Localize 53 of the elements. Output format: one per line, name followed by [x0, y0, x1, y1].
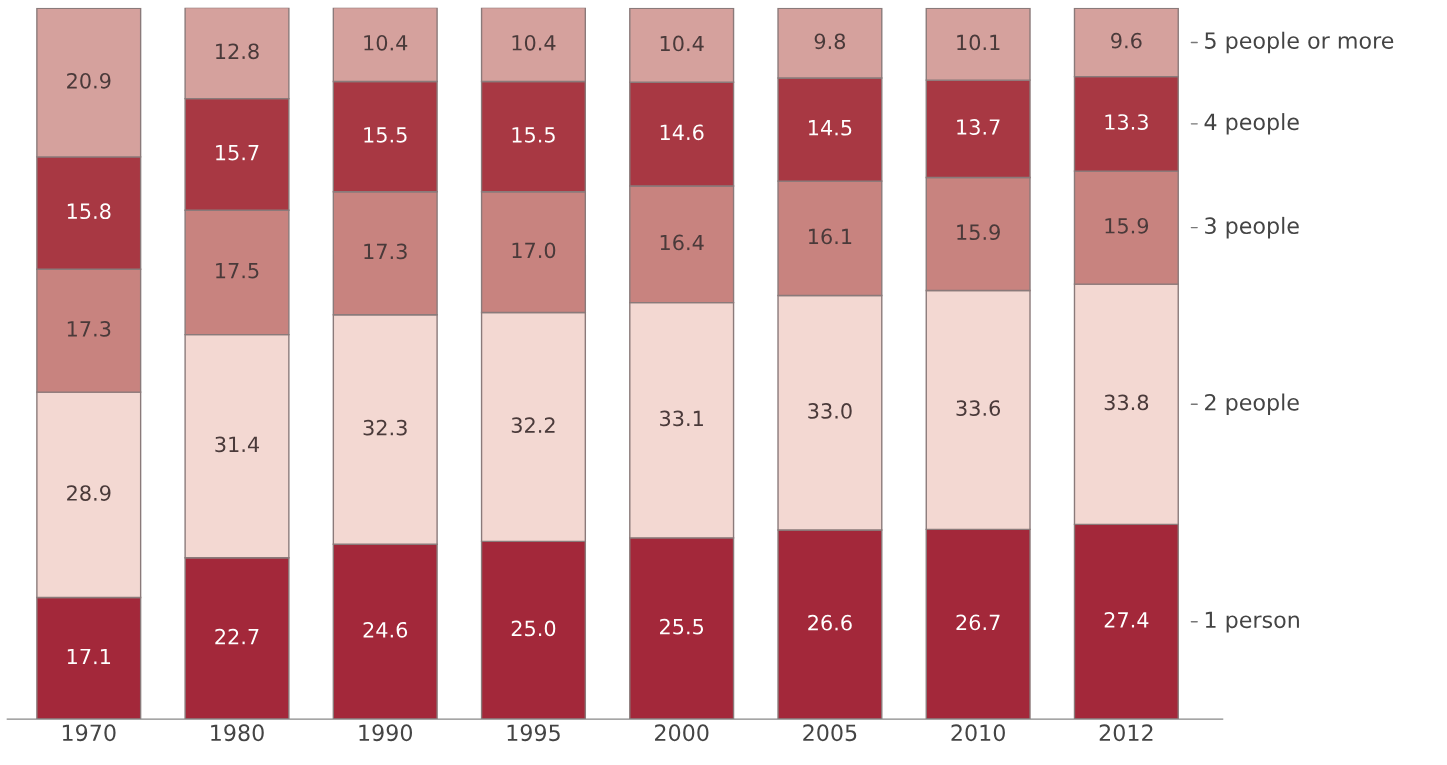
series-label: 1 person: [1205, 611, 1299, 633]
data-label: 15.5: [512, 127, 555, 143]
data-label: 25.5: [660, 618, 704, 635]
data-label: 13.7: [957, 119, 1000, 135]
data-label: 15.5: [364, 127, 407, 143]
data-label: 10.4: [660, 35, 704, 52]
series-label: 4 people: [1204, 113, 1299, 135]
data-label: 15.7: [216, 144, 259, 161]
data-label: 14.6: [660, 124, 704, 141]
data-label: 25.0: [511, 620, 556, 637]
data-label: 33.6: [956, 400, 1001, 416]
data-label: 10.4: [512, 34, 556, 51]
data-label: 12.8: [216, 43, 259, 60]
data-label: 24.6: [363, 621, 408, 638]
data-label: 33.1: [660, 410, 703, 427]
data-label: 10.1: [957, 34, 1000, 51]
data-label: 13.3: [1105, 114, 1148, 130]
data-label: 9.6: [1111, 32, 1142, 49]
series-label: 5 people or more: [1205, 31, 1394, 54]
x-tick-label: 1995: [507, 724, 560, 742]
data-label: 14.5: [809, 120, 852, 136]
x-tick-label: 2012: [1099, 724, 1153, 742]
data-label: 15.9: [1105, 217, 1149, 234]
x-tick-label: 1980: [211, 724, 264, 742]
series-label: 3 people: [1205, 216, 1299, 239]
data-label: 27.4: [1104, 612, 1149, 628]
series-label: 2 people: [1205, 393, 1299, 415]
data-label: 33.0: [808, 403, 852, 419]
data-label: 20.9: [67, 72, 111, 89]
data-label: 17.3: [67, 320, 111, 337]
data-label: 17.3: [364, 243, 407, 260]
data-label: 32.3: [363, 419, 407, 436]
data-label: 22.7: [215, 628, 259, 645]
data-label: 32.2: [511, 417, 555, 434]
x-tick-label: 2000: [655, 724, 709, 742]
data-label: 17.1: [67, 648, 111, 665]
data-label: 16.1: [809, 228, 852, 245]
data-label: 10.4: [364, 34, 408, 51]
x-tick-label: 1970: [62, 724, 116, 742]
x-tick-label: 1990: [359, 724, 413, 742]
data-label: 26.6: [808, 614, 852, 631]
data-label: 15.9: [957, 224, 1000, 241]
data-label: 26.7: [956, 614, 1000, 631]
data-label: 17.5: [216, 262, 259, 279]
x-tick-label: 2010: [951, 724, 1005, 742]
x-tick-label: 2005: [803, 724, 857, 742]
data-label: 17.0: [512, 242, 556, 259]
data-label: 31.4: [215, 436, 260, 453]
data-label: 9.8: [814, 33, 846, 50]
data-label: 16.4: [660, 234, 704, 251]
data-label: 15.8: [67, 203, 111, 220]
data-label: 28.9: [67, 485, 111, 501]
data-label: 33.8: [1104, 394, 1149, 411]
